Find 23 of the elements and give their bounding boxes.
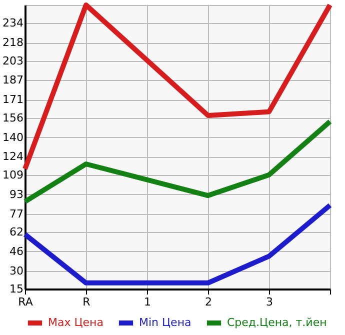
- y-tick-label: 30: [10, 264, 24, 278]
- y-tick-label: 156: [2, 111, 24, 124]
- y-tick-label: 124: [2, 150, 24, 164]
- x-tick-label: 3: [266, 296, 273, 308]
- y-tick-label: 234: [2, 16, 24, 30]
- y-tick-label: 187: [2, 74, 24, 87]
- y-tick-label: 140: [2, 130, 24, 144]
- y-tick-label: 15: [10, 282, 24, 296]
- y-tick-label: 93: [10, 188, 24, 201]
- y-tick-label: 77: [10, 207, 24, 220]
- x-tick-label: RA: [18, 296, 34, 308]
- y-tick-label: 171: [2, 93, 24, 106]
- legend-label: Min Цена: [139, 316, 192, 329]
- y-tick-label: 46: [10, 244, 24, 258]
- y-tick-label: 62: [10, 225, 24, 238]
- x-tick-label: R: [82, 296, 91, 308]
- legend-label: Max Цена: [48, 316, 104, 329]
- legend-label: Сред.Цена, т.йен: [227, 316, 327, 329]
- y-tick-label: 203: [2, 54, 24, 68]
- y-tick-label: 109: [2, 168, 24, 182]
- y-tick-label: 218: [2, 36, 24, 50]
- x-tick-label: 1: [144, 296, 151, 308]
- x-tick-label: 2: [205, 296, 212, 308]
